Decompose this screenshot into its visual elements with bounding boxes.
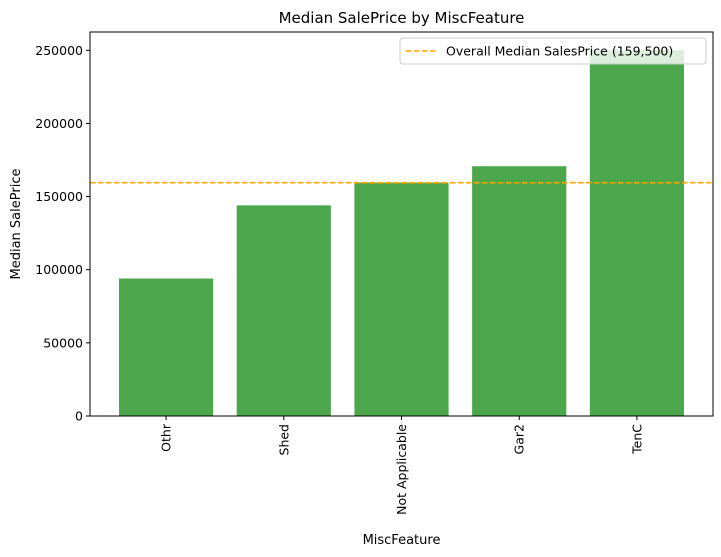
x-tick-label: Not Applicable [394,424,409,515]
bar-tenc [589,50,684,417]
y-axis-title: Median SalePrice [9,169,24,280]
x-tick-label: Othr [159,423,174,452]
y-tick-label: 0 [75,409,83,424]
y-tick-label: 250000 [35,43,83,58]
x-tick-label: Shed [276,424,291,455]
bar-othr [119,278,214,416]
bar-not-applicable [354,182,449,416]
y-tick-label: 200000 [35,116,83,131]
bar-shed [236,205,331,416]
y-tick-label: 50000 [43,335,83,350]
x-tick-label: Gar2 [512,424,527,454]
chart-title: Median SalePrice by MiscFeature [279,9,525,27]
x-axis-title: MiscFeature [363,533,441,548]
y-tick-label: 150000 [35,189,83,204]
legend-label: Overall Median SalesPrice (159,500) [446,44,673,59]
plot-area: 0 50000 100000 150000 200000 250000 Othr Shed No… [35,31,714,515]
y-tick-label: 100000 [35,262,83,277]
bar-gar2 [472,166,567,416]
x-tick-label: TenC [629,424,644,455]
legend: Overall Median SalesPrice (159,500) [399,37,707,65]
legend-box [399,37,707,65]
